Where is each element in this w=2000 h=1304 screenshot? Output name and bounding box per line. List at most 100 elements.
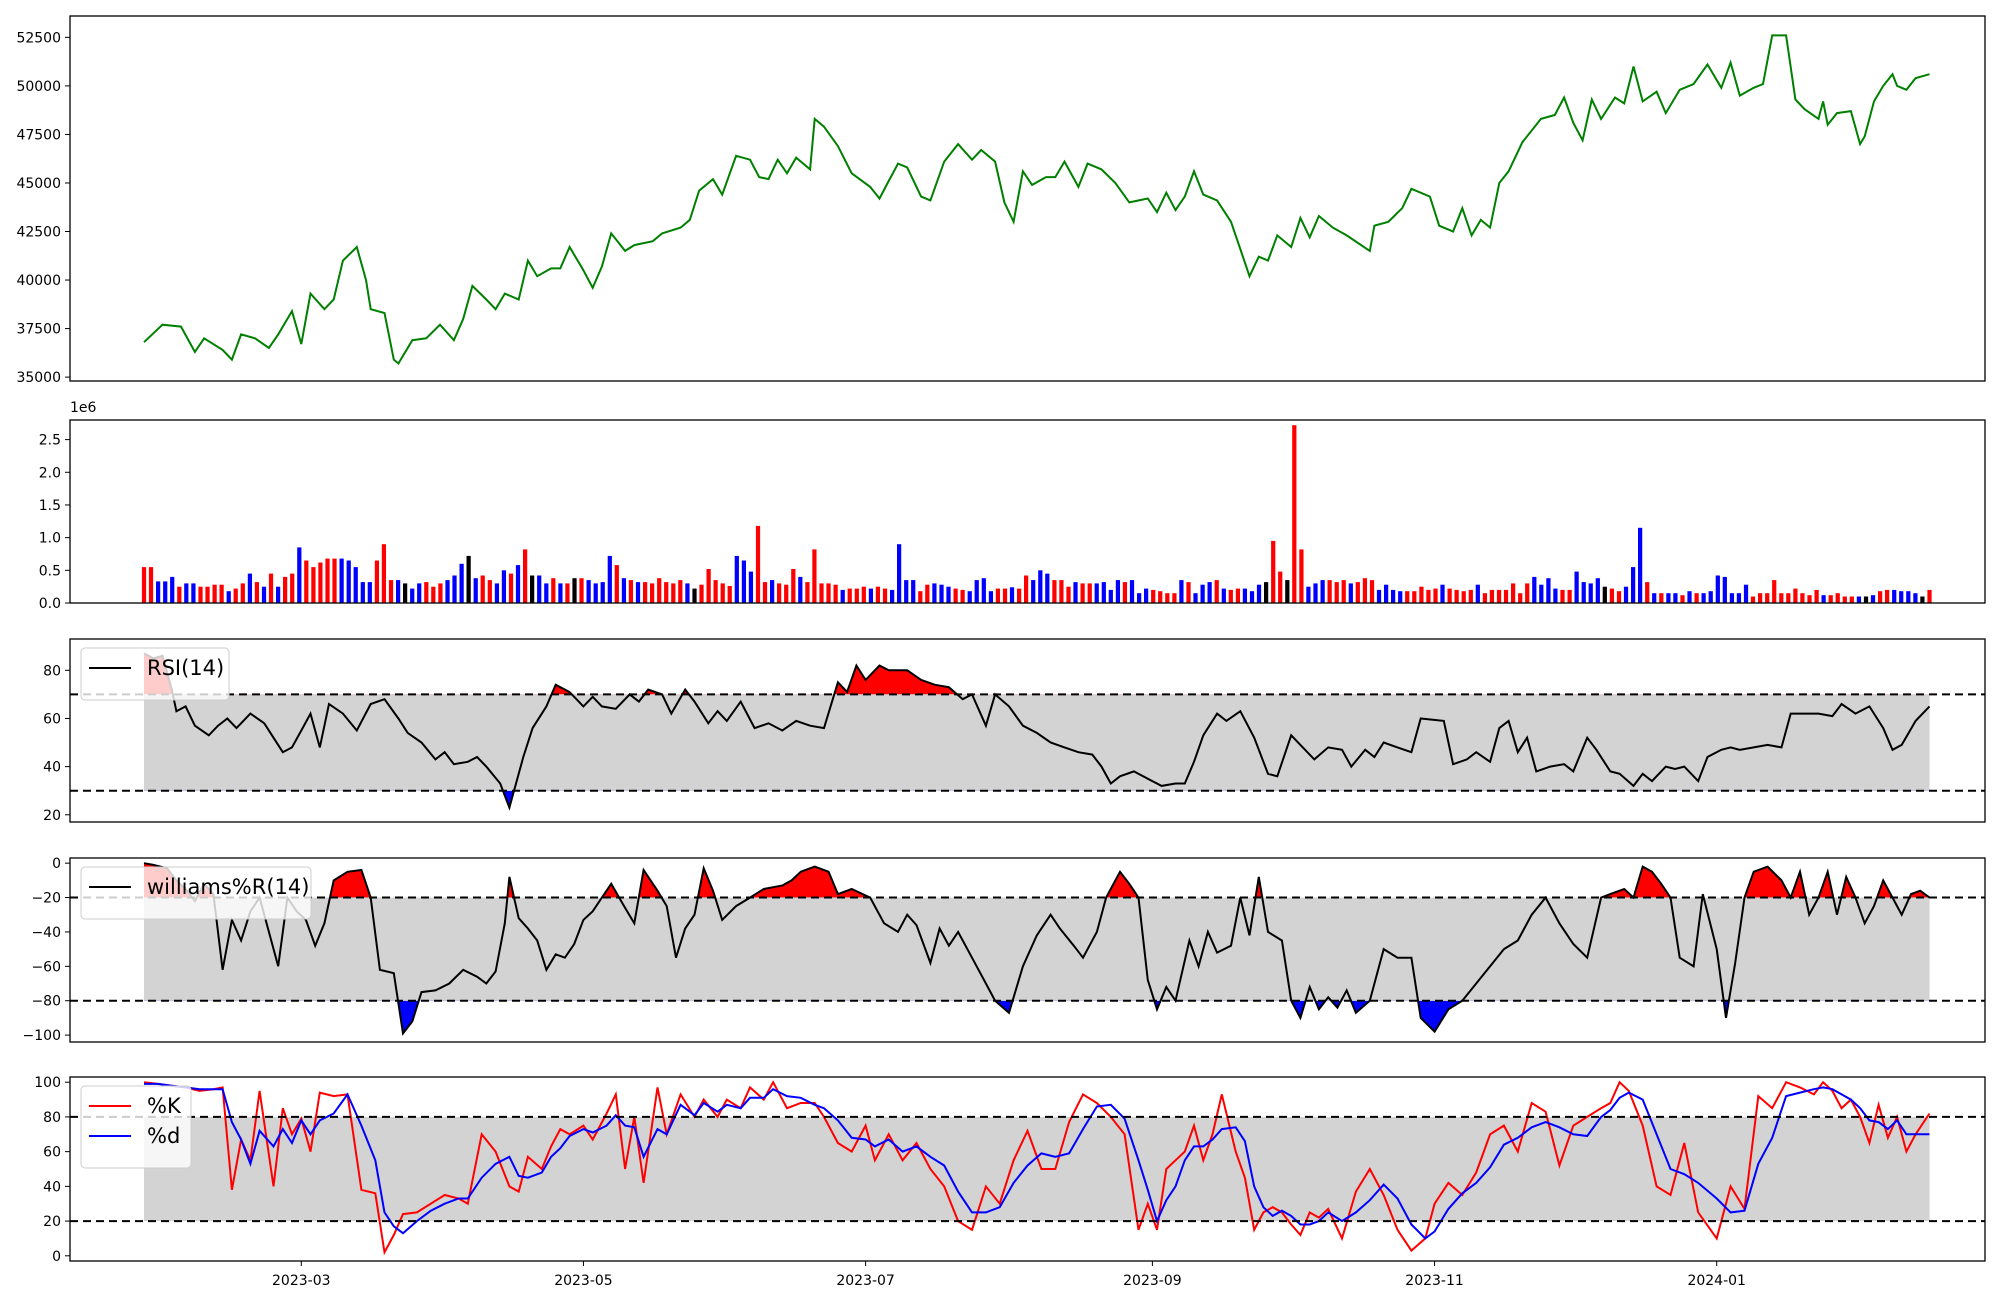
volume-bar — [1673, 593, 1678, 603]
volume-bar — [530, 575, 535, 603]
volume-bar — [748, 571, 754, 603]
volume-panel-frame — [69, 419, 1986, 604]
volume-bar — [854, 588, 859, 603]
volume-bar — [713, 580, 718, 603]
price-axis-tick-label: 50000 — [16, 79, 61, 95]
volume-bar — [1426, 589, 1431, 603]
volume-bar — [643, 582, 648, 603]
volume-bar — [1249, 591, 1255, 603]
volume-bar — [685, 583, 690, 603]
price-axis-tick-label: 47500 — [16, 127, 61, 143]
rsi-overbought-fill — [144, 653, 958, 695]
x-axis-tick-label: 2023-07 — [836, 1273, 895, 1289]
volume-bar — [1835, 593, 1840, 603]
volume-bar — [1666, 593, 1671, 603]
price-axis-tick-label: 45000 — [16, 176, 61, 192]
volume-bar — [544, 583, 549, 603]
volume-bar — [1129, 580, 1135, 603]
volume-bar — [1235, 588, 1241, 603]
volume-bar — [967, 591, 972, 603]
volume-bar — [1285, 580, 1290, 603]
volume-bar — [198, 586, 203, 603]
volume-bar — [1031, 580, 1036, 603]
volume-bar — [1623, 586, 1629, 603]
volume-bar — [1482, 593, 1488, 603]
volume-bar — [1398, 591, 1403, 603]
williams-axis-tick-label: −40 — [31, 925, 61, 941]
volume-bar — [812, 549, 817, 603]
volume-bar — [1264, 582, 1269, 603]
williams-line — [143, 862, 1931, 1036]
volume-bar — [1334, 582, 1339, 603]
volume-bar — [304, 560, 309, 603]
volume-bar — [1856, 596, 1862, 603]
volume-bar — [1687, 591, 1692, 603]
volume-bar — [410, 588, 415, 603]
volume-bar — [1412, 591, 1417, 603]
volume-bar — [868, 588, 874, 603]
volume-bar — [268, 573, 274, 603]
stochastic-axis-tick-label: 100 — [34, 1075, 61, 1091]
rsi-axis-tick-label: 20 — [43, 808, 61, 824]
price-axis-tick-label: 42500 — [16, 225, 61, 241]
volume-bar — [939, 584, 944, 603]
volume-bar — [1278, 571, 1283, 603]
volume-bar — [276, 586, 281, 603]
rsi-panel-frame — [69, 638, 1986, 823]
volume-bar — [755, 525, 761, 603]
volume-bar — [953, 588, 958, 603]
rsi-axis-tick-label: 80 — [43, 663, 61, 679]
volume-bar — [1115, 580, 1121, 603]
volume-bar — [1214, 580, 1219, 603]
volume-bar — [1546, 578, 1551, 603]
x-axis-tick-label: 2023-11 — [1405, 1273, 1464, 1289]
volume-bar — [1087, 583, 1092, 603]
volume-bar — [1743, 584, 1749, 603]
x-axis-tick-label: 2024-01 — [1687, 1273, 1746, 1289]
volume-bar — [346, 560, 351, 603]
volume-bar — [890, 589, 895, 603]
volume-bar — [1017, 588, 1022, 603]
volume-bar — [1525, 583, 1530, 603]
volume-bar — [1122, 582, 1128, 603]
volume-bar — [1172, 593, 1177, 603]
volume-bar — [254, 582, 260, 603]
x-axis-tick-label: 2023-03 — [272, 1273, 331, 1289]
volume-bar — [1475, 584, 1480, 603]
volume-bar — [1715, 575, 1720, 603]
volume-bar — [1920, 596, 1925, 603]
volume-bar — [1863, 596, 1869, 603]
volume-bar — [1913, 593, 1918, 603]
price-panel-frame — [69, 15, 1986, 382]
volume-bar — [1362, 578, 1368, 603]
volume-bar — [819, 583, 824, 603]
williams-legend — [80, 866, 312, 920]
volume-bar — [141, 567, 147, 603]
volume-bar — [1779, 593, 1784, 603]
volume-axis-tick-label: 2.5 — [39, 433, 61, 449]
volume-bar — [706, 569, 711, 603]
volume-bar — [995, 588, 1001, 603]
volume-bar — [981, 578, 986, 603]
volume-bar — [219, 584, 224, 603]
volume-bar — [360, 582, 365, 603]
volume-bar — [784, 584, 789, 603]
volume-bar — [1306, 586, 1311, 603]
volume-bar — [1228, 589, 1233, 603]
volume-bar — [558, 583, 563, 603]
stochastic-panel-frame — [69, 1076, 1986, 1262]
volume-bar — [1595, 578, 1600, 603]
volume-bar — [523, 549, 528, 603]
volume-bar — [1807, 595, 1812, 603]
volume-bar — [1645, 582, 1650, 603]
volume-bar — [177, 586, 182, 603]
volume-bar — [1461, 591, 1466, 603]
volume-bar — [1885, 589, 1890, 603]
volume-bar — [332, 558, 337, 603]
price-axis-tick-label: 52500 — [16, 30, 61, 46]
volume-bar — [1080, 583, 1085, 603]
stochastic-line-d — [144, 1082, 1930, 1240]
volume-bar — [1256, 584, 1262, 603]
volume-bar — [664, 582, 669, 603]
